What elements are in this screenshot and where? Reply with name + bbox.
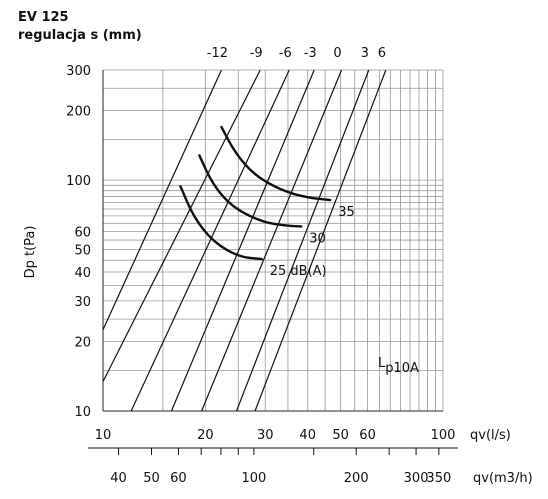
top-label: -6 bbox=[279, 46, 292, 61]
y-tick-label: 20 bbox=[74, 336, 91, 351]
top-label: 0 bbox=[333, 46, 341, 61]
x-axis-label: qv(l/s) bbox=[470, 428, 511, 443]
lp10a-main: L bbox=[378, 356, 386, 371]
regulation-line bbox=[130, 69, 290, 412]
y-tick-label: 40 bbox=[74, 266, 91, 281]
lp10a-label: Lp10A bbox=[378, 356, 419, 376]
regulation-line bbox=[102, 69, 222, 330]
x-tick-label: 100 bbox=[431, 428, 456, 443]
x-tick-label: 40 bbox=[299, 428, 316, 443]
noise-curve bbox=[198, 154, 303, 228]
x2-tick-label: 300 bbox=[404, 471, 429, 486]
y-tick-label: 60 bbox=[74, 225, 91, 240]
top-label: 3 bbox=[361, 46, 369, 61]
x-tick-label: 20 bbox=[197, 428, 214, 443]
x2-tick-label: 200 bbox=[344, 471, 369, 486]
lp10a-subscript: p10A bbox=[385, 361, 419, 376]
regulation-line bbox=[170, 69, 315, 412]
x2-tick-label: 350 bbox=[426, 471, 451, 486]
noise-curve bbox=[220, 125, 332, 202]
x2-tick-label: 50 bbox=[143, 471, 160, 486]
top-label: 6 bbox=[378, 46, 386, 61]
noise-curve-label: 30 bbox=[309, 231, 326, 246]
top-label: -9 bbox=[250, 46, 263, 61]
y-tick-label: 50 bbox=[74, 244, 91, 259]
x2-tick-label: 100 bbox=[241, 471, 266, 486]
annotations: 25 dB(A) 30 35 bbox=[270, 205, 355, 279]
y-tick-label: 10 bbox=[74, 405, 91, 420]
y-tick-label: 300 bbox=[66, 64, 91, 79]
top-label: -3 bbox=[304, 46, 317, 61]
chart-subtitle: regulacja s (mm) bbox=[18, 28, 142, 43]
noise-curve-label: 25 dB(A) bbox=[270, 264, 327, 279]
regulation-lines bbox=[102, 69, 387, 412]
x-tick-label: 50 bbox=[332, 428, 349, 443]
noise-curve-label: 35 bbox=[338, 205, 355, 220]
grid bbox=[102, 69, 444, 412]
top-labels: -12 -9 -6 -3 0 3 6 bbox=[207, 46, 386, 61]
y-tick-label: 100 bbox=[66, 174, 91, 189]
regulation-line bbox=[201, 69, 343, 412]
noise-curves bbox=[179, 125, 332, 261]
y-tick-label: 30 bbox=[74, 295, 91, 310]
y-axis-label: Dp t(Pa) bbox=[23, 226, 38, 279]
x-axis-label-secondary: qv(m3/h) bbox=[473, 471, 533, 486]
regulation-line bbox=[102, 69, 261, 382]
chart-title: EV 125 bbox=[18, 10, 69, 25]
x-tick-label: 60 bbox=[359, 428, 376, 443]
x2-tick-label: 40 bbox=[110, 471, 127, 486]
x-tick-label: 10 bbox=[95, 428, 112, 443]
top-label: -12 bbox=[207, 46, 228, 61]
x2-tick-label: 60 bbox=[170, 471, 187, 486]
regulation-line bbox=[254, 69, 387, 412]
x-tick-label: 30 bbox=[257, 428, 274, 443]
noise-curve bbox=[179, 185, 263, 261]
y-tick-label: 200 bbox=[66, 105, 91, 120]
axis-ticks: 10 20 30 40 50 60 100 200 300 10 20 30 40 50 60 100 40 50… bbox=[66, 64, 455, 486]
regulation-line bbox=[235, 69, 370, 412]
